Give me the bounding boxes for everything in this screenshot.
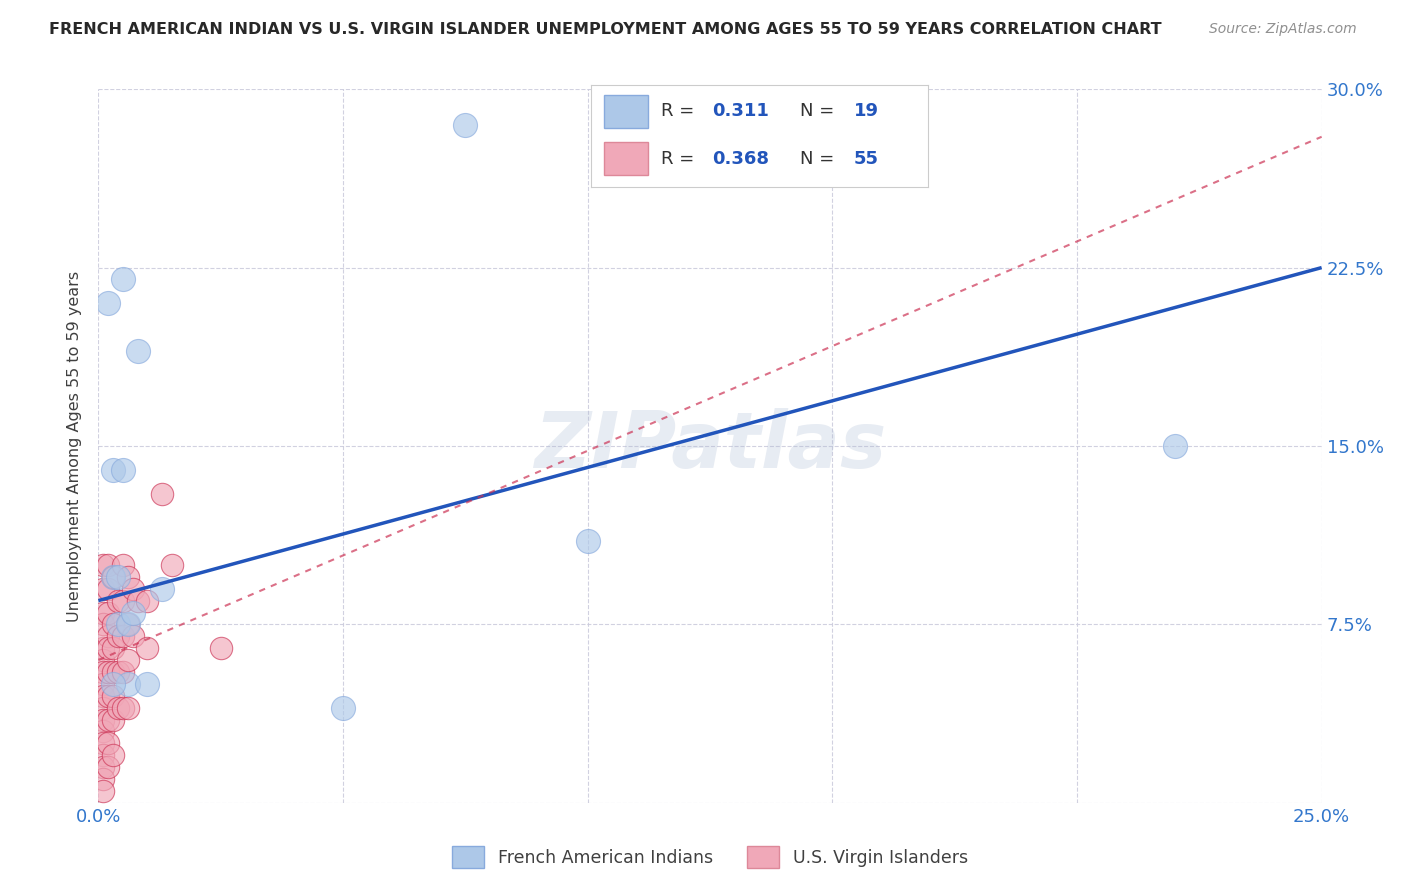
Point	[150, 582, 173, 596]
Point	[121, 629, 143, 643]
Point	[111, 593, 134, 607]
Point	[101, 665, 124, 679]
Point	[160, 558, 183, 572]
Point	[101, 617, 124, 632]
Point	[101, 570, 124, 584]
Point	[454, 118, 477, 132]
FancyBboxPatch shape	[605, 142, 648, 175]
Point	[97, 736, 120, 750]
Point	[91, 748, 114, 763]
Point	[111, 629, 134, 643]
Point	[121, 606, 143, 620]
Text: 0.311: 0.311	[711, 103, 769, 120]
Point	[117, 617, 139, 632]
Point	[91, 713, 114, 727]
Point	[91, 617, 114, 632]
Y-axis label: Unemployment Among Ages 55 to 59 years: Unemployment Among Ages 55 to 59 years	[67, 270, 83, 622]
Text: Source: ZipAtlas.com: Source: ZipAtlas.com	[1209, 22, 1357, 37]
Point	[117, 700, 139, 714]
Point	[101, 689, 124, 703]
Text: 0.368: 0.368	[711, 150, 769, 168]
Point	[117, 653, 139, 667]
Point	[91, 665, 114, 679]
Point	[97, 665, 120, 679]
Point	[111, 700, 134, 714]
Point	[107, 700, 129, 714]
Point	[121, 582, 143, 596]
Point	[107, 570, 129, 584]
Point	[97, 641, 120, 656]
Point	[117, 570, 139, 584]
Point	[97, 582, 120, 596]
Legend: French American Indians, U.S. Virgin Islanders: French American Indians, U.S. Virgin Isl…	[444, 838, 976, 876]
Point	[97, 713, 120, 727]
Point	[111, 272, 134, 286]
Text: 19: 19	[853, 103, 879, 120]
Point	[101, 748, 124, 763]
Point	[91, 606, 114, 620]
Point	[101, 713, 124, 727]
Point	[91, 724, 114, 739]
Point	[576, 534, 599, 549]
Point	[117, 677, 139, 691]
Point	[209, 641, 232, 656]
Point	[91, 736, 114, 750]
Point	[97, 760, 120, 774]
Point	[101, 677, 124, 691]
Point	[127, 593, 149, 607]
Point	[136, 641, 159, 656]
Text: N =: N =	[800, 150, 839, 168]
Point	[91, 689, 114, 703]
FancyBboxPatch shape	[605, 95, 648, 128]
Text: N =: N =	[800, 103, 839, 120]
Point	[107, 629, 129, 643]
Point	[97, 296, 120, 310]
Point	[111, 665, 134, 679]
Point	[91, 700, 114, 714]
Point	[91, 772, 114, 786]
Point	[91, 558, 114, 572]
Point	[117, 617, 139, 632]
Point	[91, 641, 114, 656]
Point	[97, 558, 120, 572]
Point	[111, 558, 134, 572]
Point	[107, 617, 129, 632]
Point	[101, 570, 124, 584]
Point	[136, 593, 159, 607]
Point	[332, 700, 354, 714]
Point	[101, 463, 124, 477]
Text: R =: R =	[661, 103, 700, 120]
Text: FRENCH AMERICAN INDIAN VS U.S. VIRGIN ISLANDER UNEMPLOYMENT AMONG AGES 55 TO 59 : FRENCH AMERICAN INDIAN VS U.S. VIRGIN IS…	[49, 22, 1161, 37]
Point	[127, 343, 149, 358]
Point	[91, 784, 114, 798]
Point	[91, 760, 114, 774]
Point	[97, 629, 120, 643]
Point	[107, 665, 129, 679]
Text: ZIPatlas: ZIPatlas	[534, 408, 886, 484]
Text: 55: 55	[853, 150, 879, 168]
Point	[91, 677, 114, 691]
Point	[111, 463, 134, 477]
Point	[772, 153, 794, 168]
Point	[91, 653, 114, 667]
Point	[101, 641, 124, 656]
Text: R =: R =	[661, 150, 700, 168]
Point	[97, 606, 120, 620]
Point	[1164, 439, 1187, 453]
Point	[136, 677, 159, 691]
Point	[150, 486, 173, 500]
Point	[107, 593, 129, 607]
Point	[91, 582, 114, 596]
Point	[97, 689, 120, 703]
